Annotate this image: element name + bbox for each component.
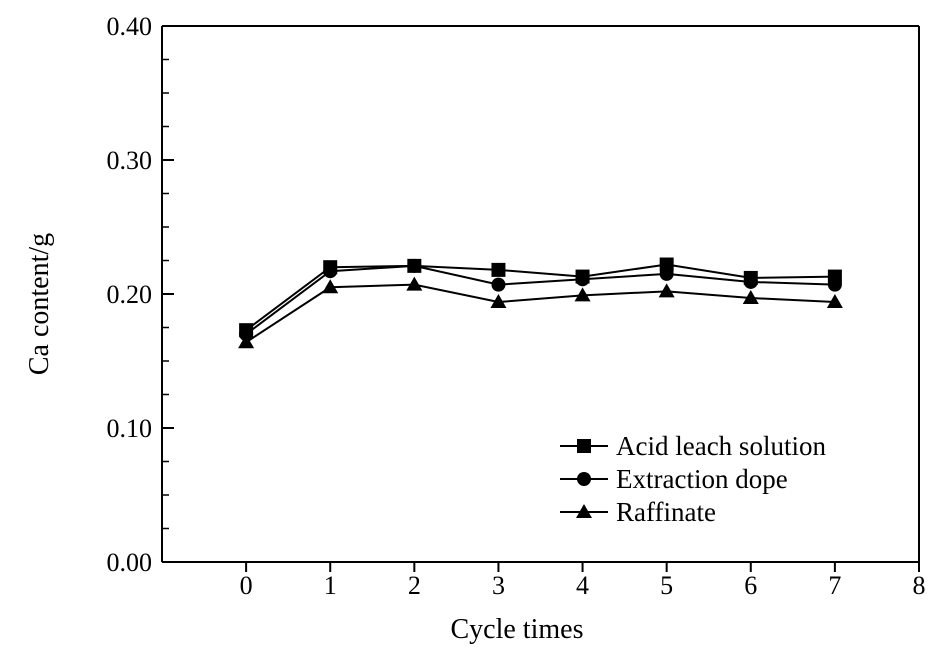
series-circle xyxy=(239,258,842,342)
x-tick-label: 4 xyxy=(576,571,589,600)
legend-item: Extraction dope xyxy=(560,464,788,494)
x-tick-label: 8 xyxy=(913,571,926,600)
series-line xyxy=(245,283,835,344)
x-tick-label: 0 xyxy=(240,571,253,600)
legend-marker-square xyxy=(577,439,591,453)
data-point-triangle xyxy=(742,290,759,305)
legend-marker-triangle xyxy=(576,504,592,518)
data-point-square xyxy=(491,262,506,277)
axes xyxy=(161,25,920,563)
series-line xyxy=(245,263,835,331)
legend-label: Extraction dope xyxy=(616,464,788,494)
ticks: 0.00 0.10 0.20 0.30 0.40 0 1 2 3 4 5 6 7 8 xyxy=(107,12,926,600)
x-tick-label: 7 xyxy=(828,571,841,600)
x-tick-label: 5 xyxy=(660,571,673,600)
x-tick-label: 1 xyxy=(324,571,337,600)
series-line xyxy=(245,264,835,336)
x-tick-label: 2 xyxy=(408,571,421,600)
data-point-triangle xyxy=(826,294,843,309)
data-point-circle xyxy=(239,327,254,342)
data-point-circle xyxy=(659,266,674,281)
data-point-triangle xyxy=(322,279,339,294)
legend-label: Raffinate xyxy=(616,497,716,527)
y-tick-label: 0.30 xyxy=(107,146,153,175)
data-point-circle xyxy=(575,272,590,287)
x-tick-label: 6 xyxy=(744,571,757,600)
y-tick-label: 0.20 xyxy=(107,280,153,309)
data-point-triangle xyxy=(658,283,675,298)
x-tick-label: 3 xyxy=(492,571,505,600)
data-point-triangle xyxy=(490,294,507,309)
series-group xyxy=(238,257,843,349)
data-point-circle xyxy=(407,258,422,273)
y-axis-label: Ca content/g xyxy=(24,233,55,375)
data-point-triangle xyxy=(574,287,591,302)
legend-item: Acid leach solution xyxy=(560,431,826,461)
data-point-circle xyxy=(827,277,842,292)
y-tick-label: 0.40 xyxy=(107,12,153,41)
legend-item: Raffinate xyxy=(560,497,716,527)
data-point-circle xyxy=(743,274,758,289)
legend-label: Acid leach solution xyxy=(616,431,826,461)
legend-marker-circle xyxy=(577,472,591,486)
y-tick-label: 0.10 xyxy=(107,414,153,443)
data-point-triangle xyxy=(406,276,423,291)
y-tick-label: 0.00 xyxy=(107,548,153,577)
x-axis-label: Cycle times xyxy=(451,614,584,645)
data-point-circle xyxy=(491,277,506,292)
data-point-circle xyxy=(323,264,338,279)
series-triangle xyxy=(238,276,843,349)
data-point-triangle xyxy=(238,334,255,349)
